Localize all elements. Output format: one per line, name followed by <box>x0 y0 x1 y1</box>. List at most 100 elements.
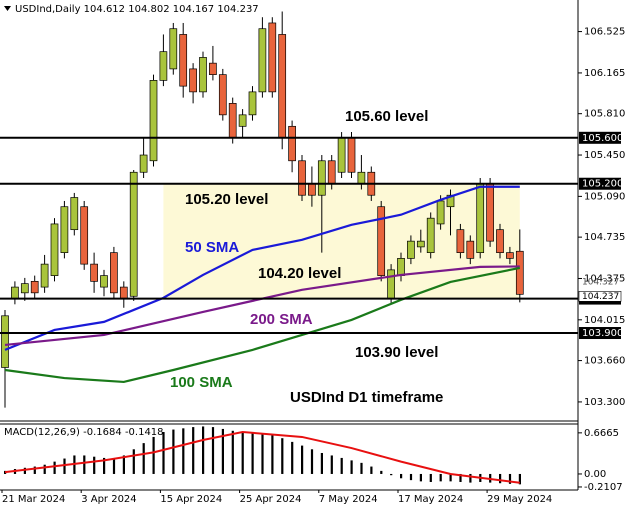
candle-body <box>486 183 494 242</box>
price-marker-label: 104.327 <box>582 277 619 287</box>
macd-y-tick-label: 0.00 <box>584 469 606 480</box>
macd-bar <box>508 473 512 484</box>
macd-bar <box>103 457 106 474</box>
candle-body <box>397 258 405 276</box>
price-marker-label: 104.237 <box>582 292 619 302</box>
ma-label: 200 SMA <box>250 311 313 328</box>
macd-bar <box>132 449 135 474</box>
macd-bar <box>192 427 195 474</box>
macd-bar <box>112 459 116 474</box>
candle-body <box>20 283 29 294</box>
macd-bar <box>459 473 462 482</box>
macd-bar <box>251 432 254 474</box>
candle-body <box>446 194 455 208</box>
candle-body <box>119 286 128 299</box>
candle-body <box>466 240 475 259</box>
macd-bar <box>231 430 234 474</box>
macd-bar <box>53 461 56 474</box>
candle-body <box>298 160 306 196</box>
ma-label: 50 SMA <box>185 239 239 256</box>
candle-body <box>515 250 524 295</box>
macd-bar <box>182 428 185 474</box>
macd-bar <box>291 441 294 474</box>
macd-y-tick-label: 0.6665 <box>584 428 619 439</box>
candle-body <box>1 315 9 368</box>
x-tick-label: 7 May 2024 <box>319 494 378 505</box>
y-tick-label: 103.660 <box>584 356 625 367</box>
timeframe-annotation: USDInd D1 timeframe <box>290 389 443 406</box>
candle-body <box>189 68 197 93</box>
y-tick-label: 106.165 <box>584 68 625 79</box>
macd-bar <box>449 473 452 482</box>
candle-body <box>238 114 247 127</box>
price-marker-box <box>578 291 622 302</box>
candle-body <box>129 171 138 297</box>
candle-body <box>416 240 425 248</box>
candle-body <box>426 217 435 253</box>
candle-body <box>139 154 148 173</box>
level-annotation: 105.60 level <box>345 108 428 125</box>
x-tick-label: 25 Apr 2024 <box>240 494 302 505</box>
macd-bar <box>360 462 363 474</box>
macd-bar <box>499 473 502 484</box>
candle-body <box>159 51 168 81</box>
macd-bar <box>142 443 145 474</box>
candle-body <box>169 28 178 70</box>
candle-body <box>50 223 59 276</box>
macd-bar <box>281 438 284 474</box>
macd-bar <box>518 473 521 485</box>
macd-bar <box>390 473 393 476</box>
level-price-label: 103.900 <box>582 328 623 339</box>
candle-body <box>278 34 287 139</box>
level-price-box <box>579 327 621 340</box>
macd-bar <box>310 449 314 474</box>
candle-body <box>456 229 465 253</box>
candle-body <box>337 137 346 173</box>
macd-bar <box>469 473 472 483</box>
macd-bar <box>301 445 304 474</box>
candle-body <box>70 197 79 231</box>
signal-value: -0.1418 <box>125 427 164 438</box>
candle-body <box>209 62 217 75</box>
candle-body <box>308 183 316 196</box>
candle-body <box>228 103 237 139</box>
macd-value: -0.1684 <box>83 427 122 438</box>
x-tick-label: 21 Mar 2024 <box>2 494 65 505</box>
level-annotation: 105.20 level <box>185 191 268 208</box>
macd-bar <box>23 467 26 474</box>
level-price-label: 105.600 <box>582 133 623 144</box>
x-tick-label: 29 May 2024 <box>487 494 552 505</box>
open-value: 104.612 <box>84 4 125 15</box>
macd-bar <box>271 435 274 474</box>
macd-y-tick-label: -0.2107 <box>584 482 623 493</box>
candle-body <box>149 80 158 162</box>
ma-label: 100 SMA <box>170 374 233 391</box>
macd-bar <box>202 426 205 474</box>
macd-bar <box>33 466 36 474</box>
candle-body <box>268 22 277 93</box>
macd-bar <box>400 473 403 479</box>
candle-body <box>40 263 49 288</box>
candle-body <box>357 171 366 185</box>
candle-body <box>11 286 19 299</box>
x-tick-label: 3 Apr 2024 <box>81 494 136 505</box>
macd-bar <box>261 433 264 474</box>
candle-body <box>407 240 415 259</box>
candle-body <box>248 91 257 116</box>
y-tick-label: 104.015 <box>584 315 625 326</box>
macd-bar <box>83 455 86 474</box>
y-tick-label: 103.300 <box>584 397 625 408</box>
candle-body <box>110 252 118 294</box>
low-value: 104.167 <box>173 4 214 15</box>
candle-body <box>199 57 207 93</box>
macd-bar <box>340 457 343 474</box>
level-price-box <box>579 131 621 144</box>
candle-body <box>387 269 395 299</box>
candle-body <box>496 229 504 253</box>
candle-body <box>60 206 69 253</box>
macd-title: MACD(12,26,9) <box>4 427 80 438</box>
macd-bar <box>221 428 224 474</box>
candle-body <box>317 160 326 196</box>
